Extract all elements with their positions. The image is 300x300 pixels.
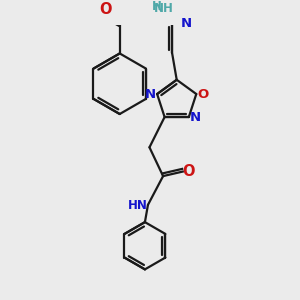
Text: HN: HN: [128, 199, 147, 212]
Text: N: N: [190, 110, 201, 124]
Text: H: H: [152, 0, 161, 13]
Text: NH: NH: [154, 2, 173, 14]
Text: N: N: [181, 17, 192, 30]
Text: N: N: [145, 88, 156, 100]
Text: O: O: [182, 164, 194, 179]
Text: O: O: [197, 88, 208, 100]
Text: O: O: [99, 2, 112, 17]
